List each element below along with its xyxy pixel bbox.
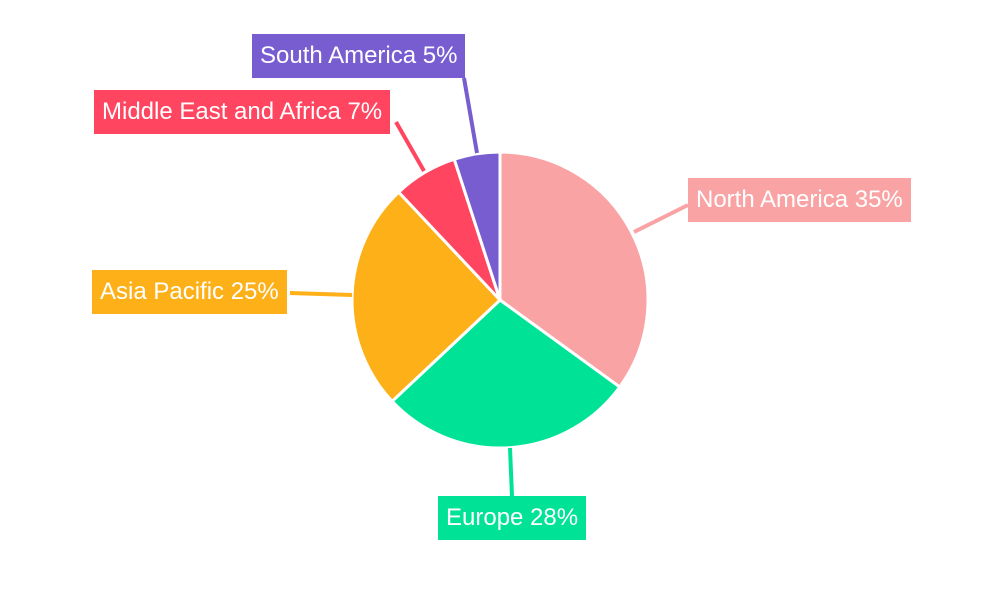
pie-slice-asia-pacific[interactable] xyxy=(350,190,502,403)
data-label: North America 35% xyxy=(688,178,911,222)
data-label: Middle East and Africa 7% xyxy=(94,90,391,134)
leader-line xyxy=(289,291,353,297)
data-label: South America 5% xyxy=(252,34,466,78)
data-label: Europe 28% xyxy=(438,496,587,540)
leader-line xyxy=(462,77,479,154)
pie-slice-south-america[interactable] xyxy=(452,150,502,302)
leader-line xyxy=(394,121,426,172)
pie-slice-north-america[interactable] xyxy=(498,150,650,389)
leader-line xyxy=(508,447,514,497)
data-label: Asia Pacific 25% xyxy=(92,270,287,314)
leader-line xyxy=(633,203,689,234)
pie-slice-europe[interactable] xyxy=(390,298,622,450)
